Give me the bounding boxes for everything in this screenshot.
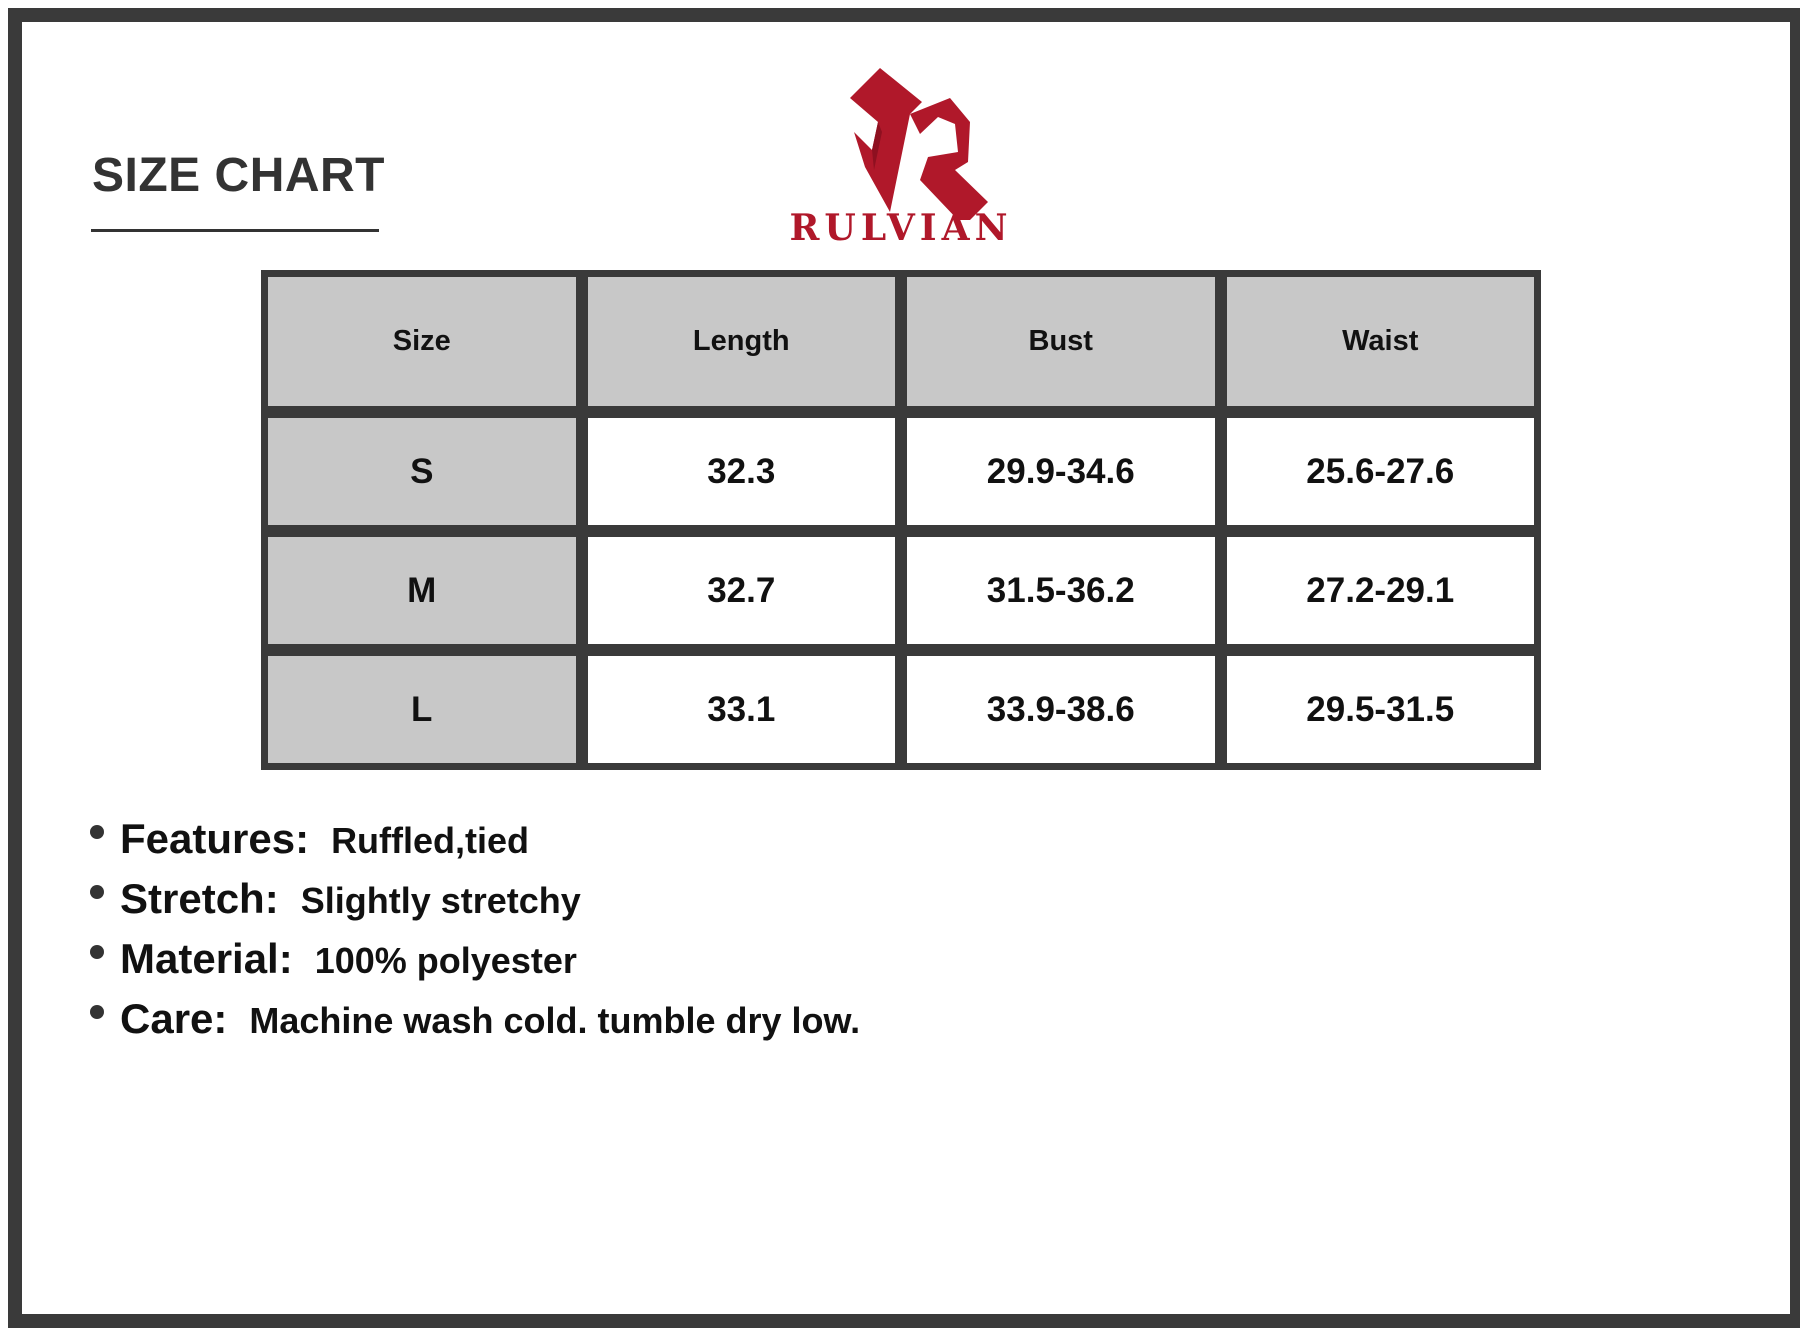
page-title: SIZE CHART (92, 149, 385, 202)
feature-label: Care: (120, 995, 228, 1042)
feature-item: Features: Ruffled,tied (90, 815, 860, 875)
cell-bust: 29.9-34.6 (907, 418, 1215, 525)
cell-length: 32.3 (587, 418, 895, 525)
cell-length: 33.1 (587, 656, 895, 763)
feature-value: Slightly stretchy (300, 880, 581, 921)
cell-waist: 25.6-27.6 (1226, 418, 1534, 525)
feature-item: Material: 100% polyester (90, 935, 860, 995)
feature-value: 100% polyester (314, 940, 577, 981)
brand-logo-icon (850, 68, 988, 220)
header-waist: Waist (1226, 277, 1534, 406)
cell-bust: 33.9-38.6 (907, 656, 1215, 763)
brand-name: RULVIAN (789, 207, 1013, 249)
bullet-icon (90, 885, 104, 899)
feature-label: Material: (120, 935, 293, 982)
feature-item: Care: Machine wash cold. tumble dry low. (90, 995, 860, 1055)
cell-length: 32.7 (587, 537, 895, 644)
feature-item: Stretch: Slightly stretchy (90, 875, 860, 935)
title-underline (91, 229, 379, 232)
header-length: Length (587, 277, 895, 406)
bullet-icon (90, 945, 104, 959)
bullet-icon (90, 825, 104, 839)
bullet-icon (90, 1005, 104, 1019)
cell-waist: 29.5-31.5 (1226, 656, 1534, 763)
feature-value: Machine wash cold. tumble dry low. (249, 1000, 861, 1041)
header-size: Size (268, 277, 576, 406)
feature-label: Features: (120, 815, 310, 862)
cell-size: L (268, 656, 576, 763)
size-table: Size Length Bust Waist S 32.3 29.9-34.6 … (261, 270, 1541, 770)
feature-value: Ruffled,tied (331, 820, 530, 861)
cell-size: M (268, 537, 576, 644)
header-bust: Bust (907, 277, 1215, 406)
cell-size: S (268, 418, 576, 525)
feature-list: Features: Ruffled,tied Stretch: Slightly… (90, 815, 860, 1055)
feature-label: Stretch: (120, 875, 279, 922)
cell-bust: 31.5-36.2 (907, 537, 1215, 644)
cell-waist: 27.2-29.1 (1226, 537, 1534, 644)
